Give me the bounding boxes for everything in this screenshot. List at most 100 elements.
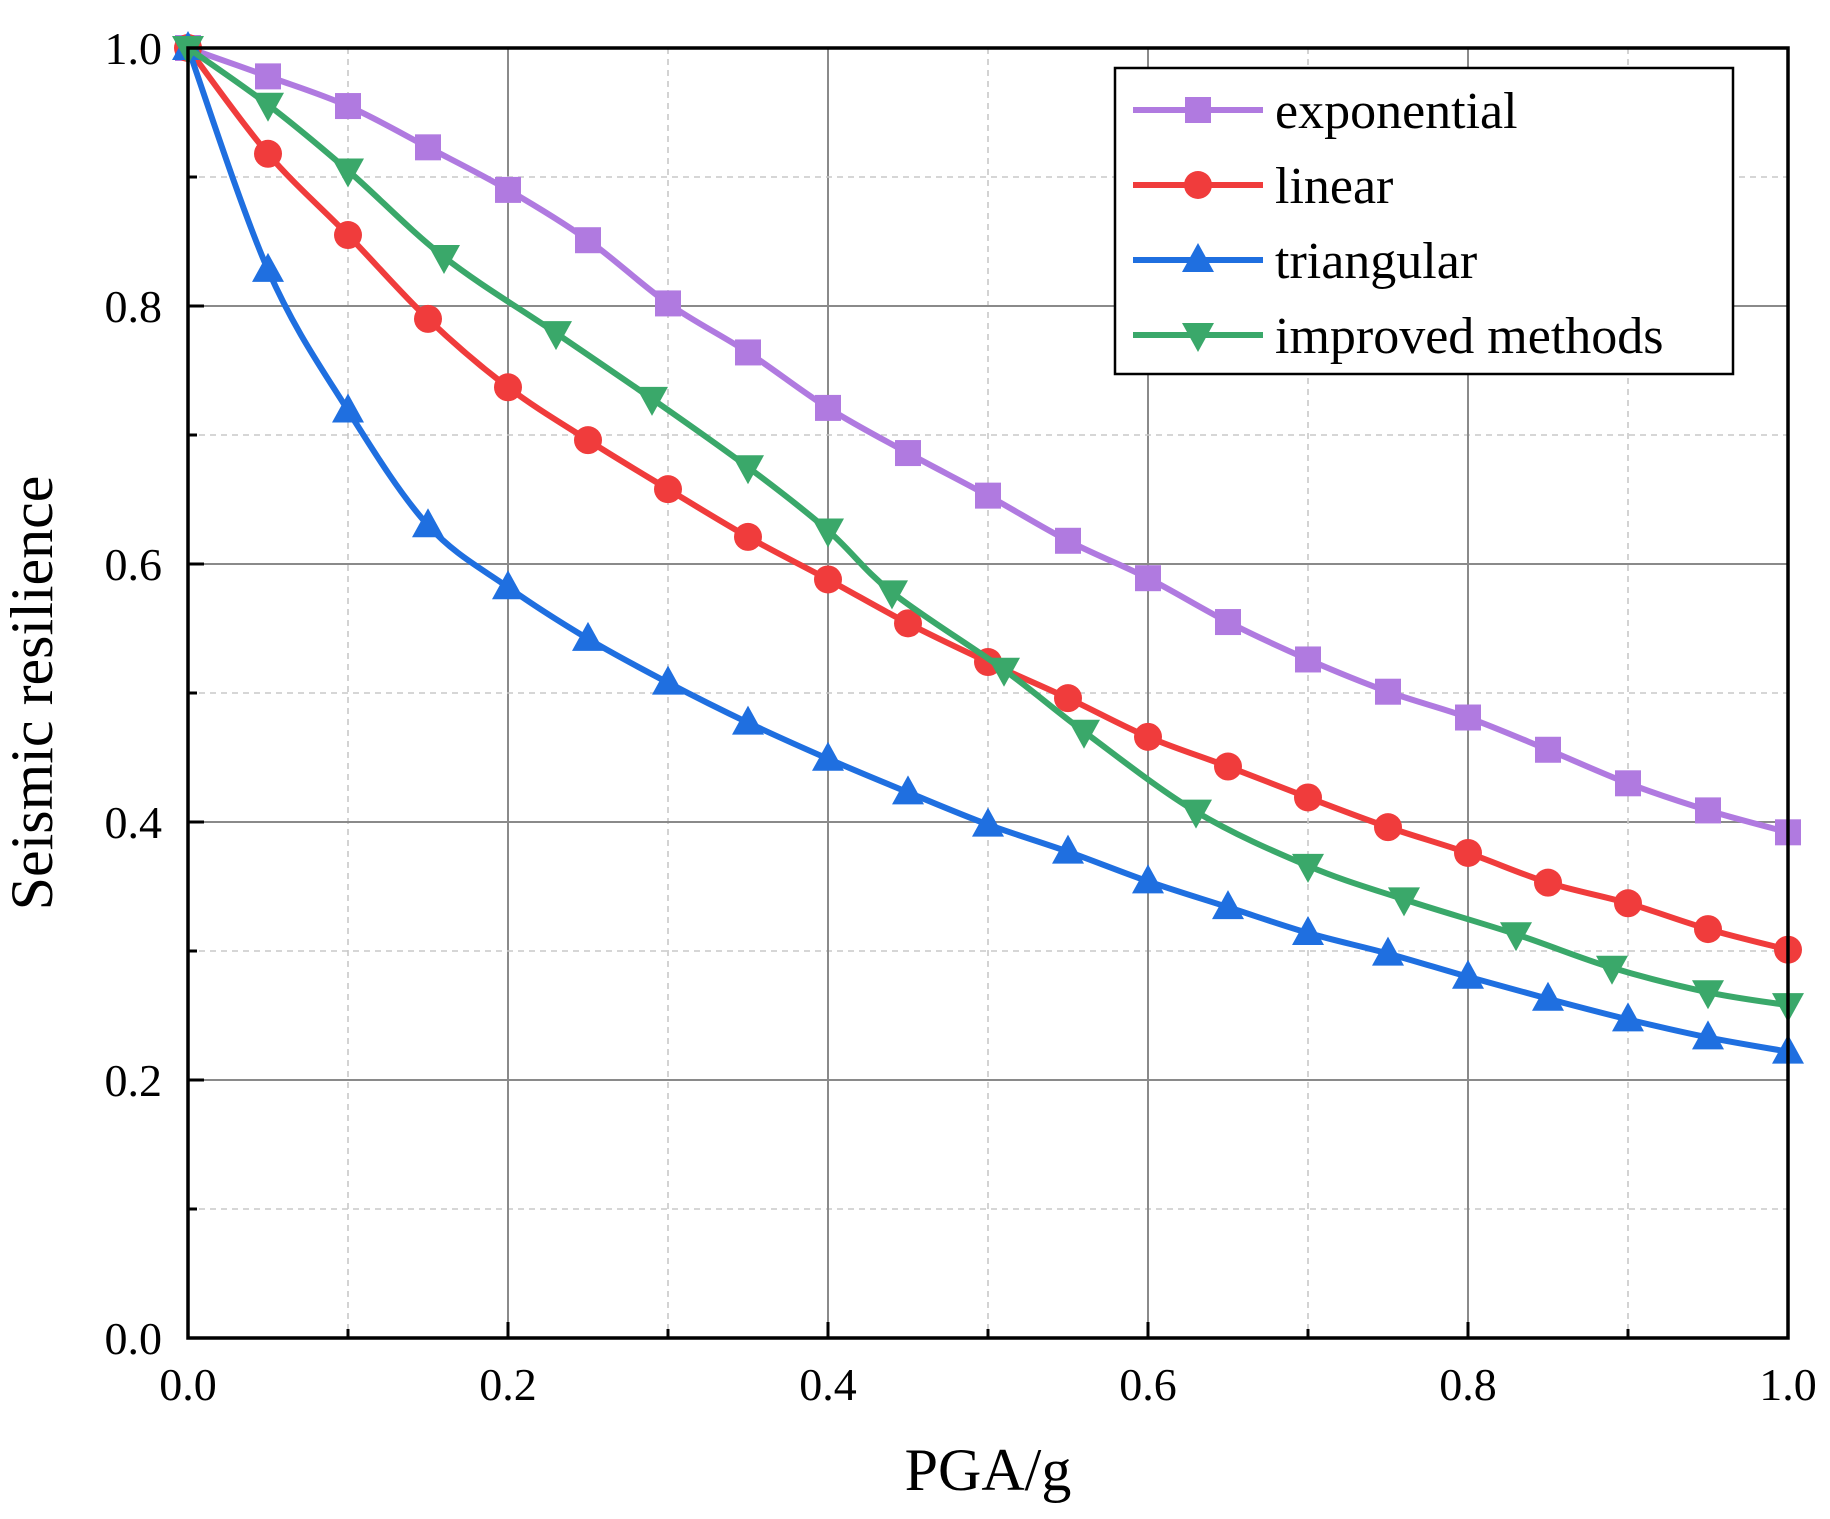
- data-point-linear: [1614, 889, 1642, 918]
- data-point-linear: [1214, 752, 1242, 781]
- data-point-improved-methods: [1692, 980, 1724, 1010]
- data-point-linear: [574, 426, 602, 455]
- data-point-exponential: [1695, 797, 1721, 824]
- data-point-exponential: [1135, 565, 1161, 592]
- y-tick-label: 0.6: [105, 539, 163, 590]
- y-tick-label: 0.8: [105, 281, 163, 332]
- y-tick-label: 0.4: [105, 797, 163, 848]
- data-point-triangular: [1452, 959, 1484, 989]
- legend-label-linear: linear: [1275, 158, 1393, 215]
- data-point-exponential: [655, 290, 681, 317]
- data-point-triangular: [972, 807, 1004, 837]
- data-point-exponential: [415, 134, 441, 161]
- data-point-improved-methods: [988, 657, 1020, 687]
- legend: exponential linear triangular improved meth…: [1113, 66, 1735, 376]
- x-tick-label: 0.0: [159, 1359, 217, 1410]
- y-tick-label: 0.0: [105, 1313, 163, 1364]
- data-point-exponential: [815, 394, 841, 421]
- y-tick-label: 1.0: [105, 23, 163, 74]
- data-point-linear: [1054, 684, 1082, 713]
- data-point-exponential: [1615, 770, 1641, 797]
- legend-marker-exponential: [1185, 97, 1211, 123]
- legend-marker-triangular: [1182, 243, 1214, 272]
- legend-marker-linear: [1184, 171, 1212, 199]
- data-point-triangular: [812, 741, 844, 771]
- data-point-improved-methods: [636, 386, 668, 416]
- data-point-triangular: [892, 775, 924, 805]
- data-point-triangular: [252, 252, 284, 282]
- data-point-linear: [1374, 813, 1402, 842]
- series-line-triangular: [185, 45, 1791, 1055]
- data-point-linear: [654, 475, 682, 504]
- x-axis-title: PGA/g: [905, 1437, 1072, 1503]
- data-point-exponential: [255, 63, 281, 90]
- y-axis-title: Seismic resilience: [0, 476, 65, 911]
- data-point-exponential: [1535, 736, 1561, 763]
- y-tick-label: 0.2: [105, 1055, 163, 1106]
- data-point-linear: [734, 522, 762, 551]
- series-exponential: [175, 35, 1801, 846]
- x-tick-label: 0.8: [1439, 1359, 1497, 1410]
- data-point-triangular: [1612, 1002, 1644, 1032]
- data-point-exponential: [895, 440, 921, 467]
- series-triangular: [172, 31, 1804, 1064]
- data-point-improved-methods: [428, 244, 460, 274]
- x-tick-label: 0.4: [799, 1359, 857, 1410]
- legend-label-triangular: triangular: [1275, 233, 1477, 290]
- legend-label-improved-methods: improved methods: [1275, 308, 1664, 365]
- legend-label-exponential: exponential: [1275, 83, 1518, 140]
- data-point-triangular: [572, 621, 604, 651]
- series-improved-methods: [172, 36, 1804, 1023]
- data-point-exponential: [1375, 678, 1401, 705]
- x-tick-label: 0.6: [1119, 1359, 1177, 1410]
- data-point-improved-methods: [1388, 887, 1420, 917]
- data-point-improved-methods: [1068, 719, 1100, 749]
- data-point-exponential: [1215, 609, 1241, 636]
- data-point-linear: [414, 304, 442, 333]
- data-point-linear: [254, 139, 282, 168]
- data-point-triangular: [1372, 936, 1404, 966]
- data-point-triangular: [492, 570, 524, 600]
- legend-marker-improved-methods: [1182, 323, 1214, 352]
- data-point-triangular: [1292, 915, 1324, 945]
- data-point-linear: [1694, 915, 1722, 944]
- x-tick-label: 1.0: [1759, 1359, 1817, 1410]
- data-point-improved-methods: [540, 321, 572, 351]
- data-point-improved-methods: [732, 455, 764, 485]
- data-point-triangular: [332, 393, 364, 423]
- axis-tick-labels: 0.0 0.2 0.4 0.6 0.8 1.0 0.0 0.2 0.4 0.6 0.8 1.0: [105, 23, 1817, 1410]
- data-point-exponential: [495, 176, 521, 203]
- axis-ticks: [186, 46, 1790, 1340]
- data-point-exponential: [735, 339, 761, 366]
- legend-items: exponential linear triangular improved meth…: [1133, 83, 1664, 365]
- data-point-linear: [1534, 868, 1562, 897]
- data-point-improved-methods: [332, 158, 364, 188]
- data-point-triangular: [1532, 981, 1564, 1011]
- data-point-improved-methods: [252, 92, 284, 122]
- data-point-triangular: [1212, 890, 1244, 920]
- data-point-improved-methods: [1180, 799, 1212, 829]
- data-point-improved-methods: [1292, 853, 1324, 883]
- data-point-linear: [1294, 783, 1322, 812]
- data-point-linear: [334, 221, 362, 250]
- data-point-exponential: [1295, 646, 1321, 673]
- data-point-improved-methods: [876, 580, 908, 610]
- data-point-triangular: [1692, 1020, 1724, 1050]
- data-point-triangular: [412, 508, 444, 538]
- data-point-exponential: [575, 227, 601, 254]
- data-point-linear: [494, 373, 522, 402]
- data-point-exponential: [1055, 527, 1081, 554]
- data-point-improved-methods: [1596, 955, 1628, 985]
- data-point-triangular: [1052, 834, 1084, 864]
- data-point-linear: [1454, 838, 1482, 867]
- data-point-improved-methods: [1500, 922, 1532, 952]
- data-point-triangular: [732, 705, 764, 735]
- data-point-exponential: [335, 93, 361, 120]
- data-point-linear: [1134, 722, 1162, 751]
- data-point-triangular: [652, 665, 684, 695]
- data-point-improved-methods: [812, 518, 844, 548]
- data-point-linear: [814, 565, 842, 594]
- series-layer: [172, 31, 1804, 1064]
